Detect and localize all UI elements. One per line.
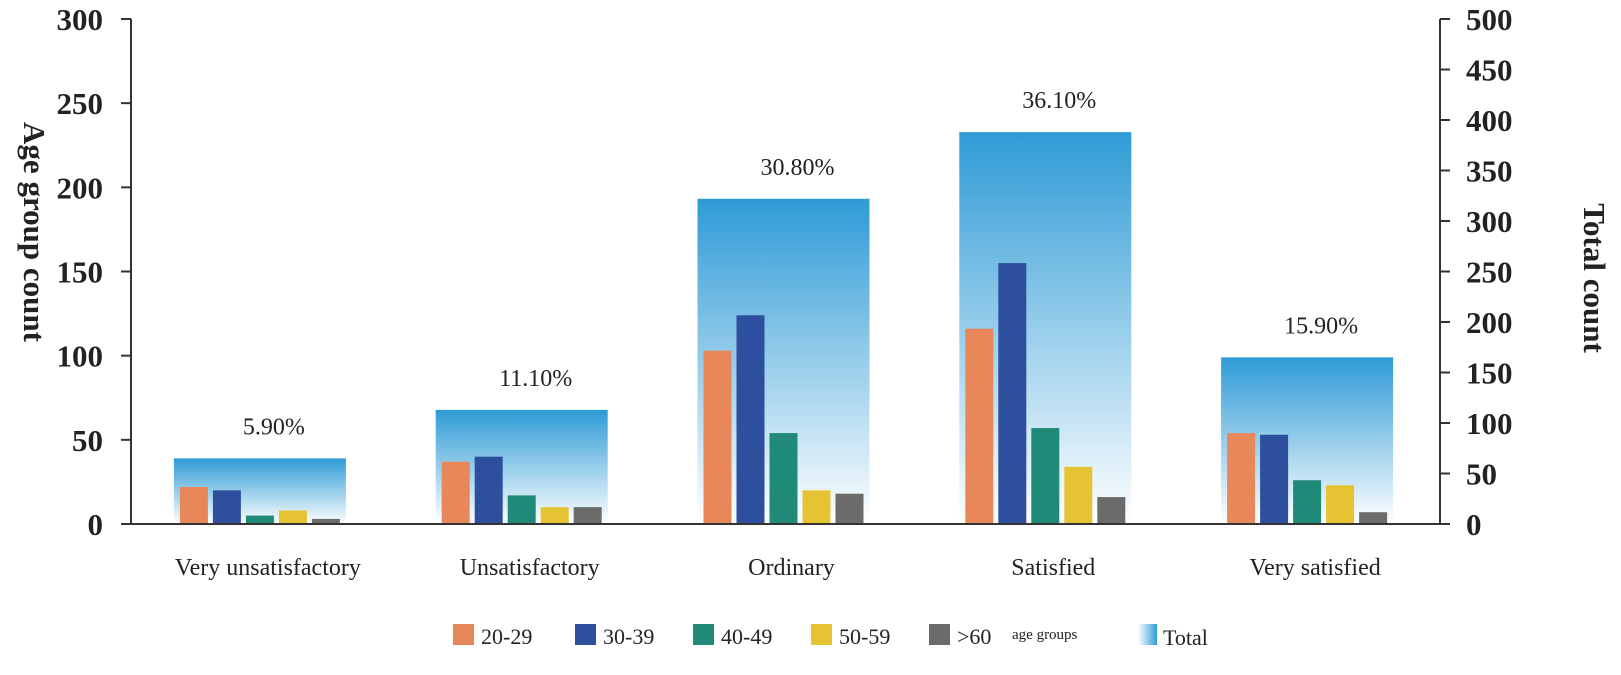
- percent-labels: 5.90% 11.10% 30.80% 36.10% 15.90%: [243, 88, 1358, 440]
- legend-label-50-59: 50-59: [839, 624, 890, 649]
- bar-over-60-satisfied: [1097, 497, 1126, 524]
- bar-50-59-satisfied: [1064, 466, 1093, 524]
- bar-20-29-satisfied: [965, 328, 994, 524]
- bar-50-59-very-satisfied: [1326, 485, 1355, 524]
- legend-label-30-39: 30-39: [603, 624, 654, 649]
- bar-40-49-ordinary: [769, 433, 798, 524]
- bar-50-59-very-unsatisfactory: [278, 510, 307, 524]
- percent-label-satisfied: 36.10%: [1022, 88, 1096, 114]
- left-axis-ticks: 0 50 100 150 200 250 300: [57, 2, 131, 542]
- right-axis-ticks: 0 50 100 150 200 250 300 350 400 450 500: [1440, 2, 1513, 542]
- left-tick-label: 0: [88, 507, 104, 542]
- percent-label-unsatisfactory: 11.10%: [499, 366, 572, 392]
- left-tick-label: 300: [57, 2, 104, 37]
- bar-40-49-satisfied: [1031, 428, 1060, 524]
- legend-swatch-total: [1138, 624, 1157, 645]
- category-label-unsatisfactory: Unsatisfactory: [460, 555, 600, 581]
- category-label-satisfied: Satisfied: [1011, 555, 1095, 581]
- legend-swatch-over-60: [929, 624, 950, 645]
- category-label-very-unsatisfactory: Very unsatisfactory: [175, 555, 361, 581]
- right-tick-label: 250: [1466, 255, 1513, 290]
- bar-20-29-unsatisfactory: [441, 461, 470, 524]
- bar-30-39-very-unsatisfactory: [212, 490, 241, 524]
- bar-over-60-very-unsatisfactory: [311, 518, 340, 524]
- bar-20-29-very-unsatisfactory: [179, 486, 208, 524]
- bar-50-59-ordinary: [802, 490, 831, 524]
- right-tick-label: 0: [1466, 507, 1482, 542]
- bar-30-39-very-satisfied: [1260, 434, 1289, 524]
- right-tick-label: 200: [1466, 305, 1513, 340]
- age-group-bars: [179, 263, 1388, 524]
- bar-over-60-ordinary: [835, 493, 864, 524]
- right-tick-label: 150: [1466, 356, 1513, 391]
- left-tick-label: 150: [57, 255, 104, 290]
- bar-over-60-unsatisfactory: [573, 507, 602, 524]
- category-labels: Very unsatisfactory Unsatisfactory Ordinar…: [175, 555, 1381, 581]
- right-tick-label: 450: [1466, 53, 1513, 88]
- category-label-ordinary: Ordinary: [748, 555, 835, 581]
- right-tick-label: 50: [1466, 457, 1497, 492]
- bar-over-60-very-satisfied: [1359, 512, 1388, 524]
- bar-40-49-unsatisfactory: [507, 495, 536, 524]
- bar-30-39-ordinary: [736, 315, 765, 524]
- bar-30-39-satisfied: [998, 263, 1027, 524]
- left-tick-label: 50: [72, 423, 103, 458]
- bar-30-39-unsatisfactory: [474, 456, 503, 524]
- legend-label-over-60: >60: [957, 624, 991, 649]
- legend-swatch-20-29: [453, 624, 474, 645]
- percent-label-very-satisfied: 15.90%: [1284, 313, 1358, 339]
- legend-age-groups-note: age groups: [1012, 627, 1078, 643]
- percent-label-ordinary: 30.80%: [761, 155, 835, 181]
- right-tick-label: 100: [1466, 406, 1513, 441]
- right-tick-label: 350: [1466, 154, 1513, 189]
- legend-label-40-49: 40-49: [721, 624, 772, 649]
- legend-swatch-40-49: [693, 624, 714, 645]
- right-tick-label: 300: [1466, 204, 1513, 239]
- left-tick-label: 250: [57, 86, 104, 121]
- bar-50-59-unsatisfactory: [540, 507, 569, 524]
- legend-swatch-50-59: [811, 624, 832, 645]
- percent-label-very-unsatisfactory: 5.90%: [243, 414, 305, 440]
- legend-swatch-30-39: [575, 624, 596, 645]
- category-label-very-satisfied: Very satisfied: [1249, 555, 1380, 581]
- right-tick-label: 500: [1466, 2, 1513, 37]
- right-tick-label: 400: [1466, 103, 1513, 138]
- left-tick-label: 100: [57, 339, 104, 374]
- bar-40-49-very-unsatisfactory: [245, 515, 274, 524]
- legend: 20-29 30-39 40-49 50-59 >60 age groups Total: [453, 624, 1208, 650]
- bar-40-49-very-satisfied: [1293, 480, 1322, 524]
- legend-label-20-29: 20-29: [481, 624, 532, 649]
- right-axis-title: Total count: [1577, 203, 1612, 353]
- bar-20-29-very-satisfied: [1227, 433, 1256, 524]
- left-tick-label: 200: [57, 170, 104, 205]
- legend-label-total: Total: [1163, 625, 1208, 650]
- bar-20-29-ordinary: [703, 350, 732, 524]
- left-axis-title: Age group count: [17, 122, 52, 343]
